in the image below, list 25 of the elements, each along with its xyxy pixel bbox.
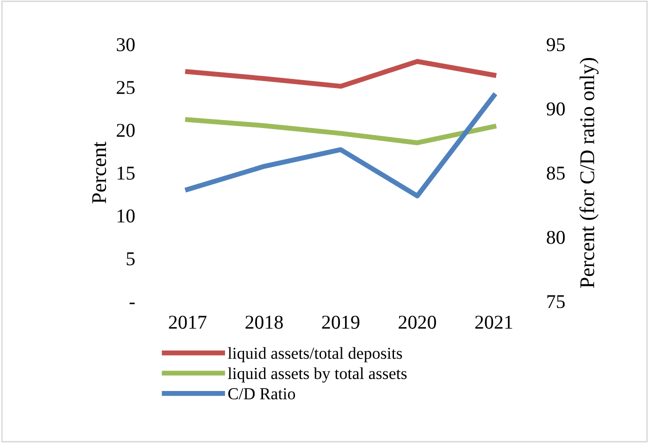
legend-label: C/D Ratio: [228, 388, 296, 400]
y2-tick-label: 75: [547, 295, 565, 308]
legend-label: liquid assets by total assets: [228, 367, 407, 383]
legend-label: liquid assets/total deposits: [228, 347, 402, 362]
x-tick-label: 2017: [168, 316, 206, 329]
y-tick-label: -: [130, 302, 135, 304]
y2-tick-label: 80: [546, 230, 565, 244]
line-series: [185, 117, 496, 146]
y2-tick-label: 85: [546, 166, 565, 180]
y-tick-label: 5: [126, 252, 135, 266]
line-series: [185, 93, 496, 198]
x-tick-label: 2018: [246, 316, 283, 329]
y2-tick-label: 90: [546, 102, 565, 116]
x-tick-label: 2021: [475, 316, 512, 329]
x-tick-label: 2020: [398, 316, 436, 329]
y-tick-label: 20: [116, 124, 135, 137]
y-tick-label: 15: [118, 166, 135, 180]
y-tick-label: 10: [118, 209, 135, 223]
y2-tick-label: 95: [546, 38, 565, 52]
y-tick-label: 25: [116, 80, 135, 94]
y-axis-title: Percent: [92, 142, 106, 204]
line-series: [185, 59, 496, 89]
x-tick-label: 2019: [322, 316, 360, 329]
y-tick-label: 30: [116, 38, 135, 52]
y2-axis-title: Percent (for C/D ratio only): [579, 58, 599, 288]
